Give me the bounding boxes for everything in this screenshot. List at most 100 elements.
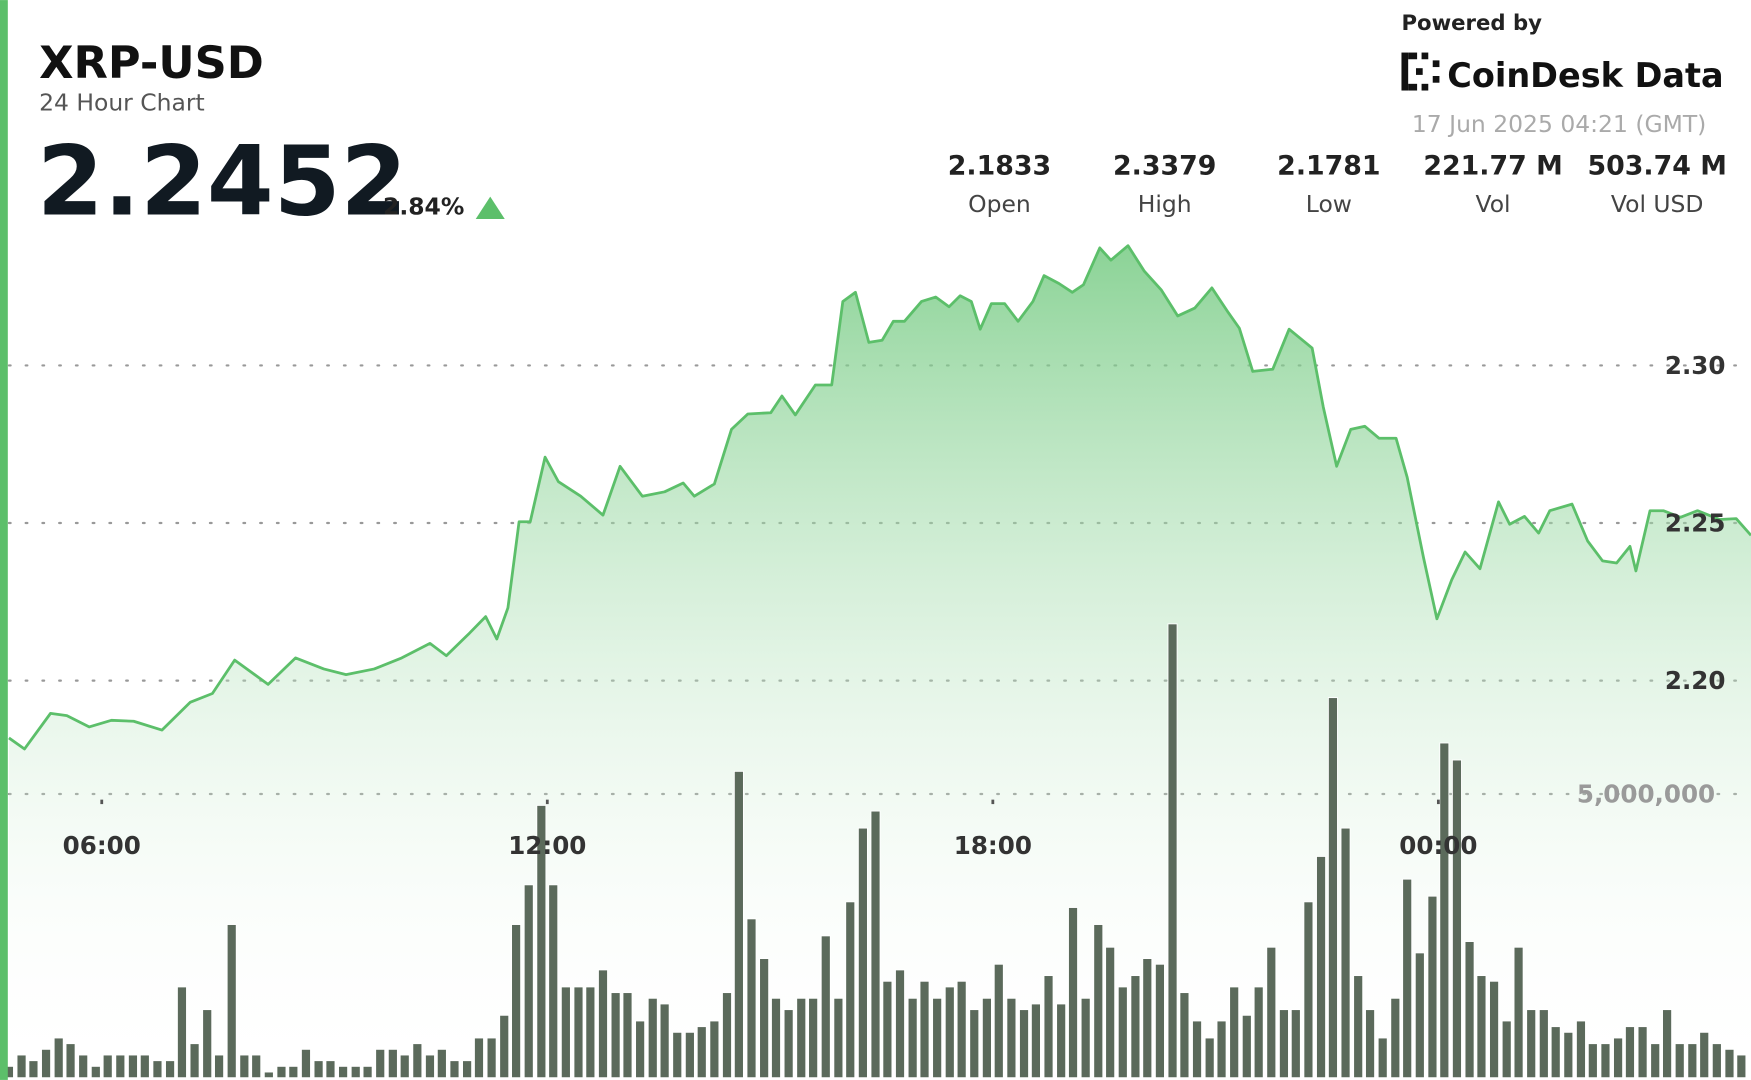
x-tick-label: 06:00	[63, 831, 141, 860]
volume-bar	[722, 992, 732, 1079]
x-tick-label: 00:00	[1399, 831, 1477, 860]
symbol: XRP-USD	[39, 37, 264, 89]
volume-bar	[1513, 946, 1524, 1079]
stat-value: 221.77 M	[1423, 150, 1562, 181]
volume-bar	[573, 986, 584, 1079]
volume-bar	[857, 827, 868, 1079]
volume-bar	[1056, 1003, 1067, 1079]
volume-bar	[499, 1014, 510, 1079]
volume-bar	[251, 1054, 262, 1079]
volume-bar	[1229, 986, 1240, 1079]
volume-bar	[511, 924, 522, 1079]
volume-bar	[102, 1054, 113, 1079]
volume-bar	[1117, 986, 1128, 1079]
accent-bar	[0, 0, 8, 1080]
volume-bar	[28, 1060, 39, 1079]
volume-bar	[78, 1054, 89, 1079]
y-tick-label: 2.25	[1665, 509, 1726, 538]
stat-label: Low	[1306, 190, 1352, 218]
logo-icon	[1401, 52, 1440, 91]
volume-bar	[635, 1020, 646, 1079]
volume-bar	[895, 969, 906, 1079]
volume-bar	[610, 992, 621, 1079]
volume-bar	[189, 1043, 200, 1079]
volume-bar	[1327, 697, 1338, 1079]
change: 2.84%	[383, 192, 464, 220]
volume-bar	[659, 1003, 670, 1079]
volume-bar	[338, 1065, 349, 1079]
y-tick-label: 2.20	[1665, 666, 1726, 695]
volume-bar	[1253, 986, 1264, 1079]
volume-bar	[1575, 1020, 1586, 1079]
volume-bar	[820, 935, 831, 1079]
volume-bar	[53, 1037, 64, 1079]
volume-bar	[882, 980, 893, 1079]
volume-bar	[1550, 1026, 1561, 1079]
price: 2.2452	[37, 125, 408, 237]
volume-bar	[127, 1054, 138, 1079]
volume-bar	[1019, 1009, 1030, 1079]
volume-bar	[263, 1071, 274, 1079]
x-tick-label: 12:00	[508, 831, 586, 860]
volume-bar	[473, 1037, 484, 1079]
volume-bar	[1600, 1043, 1611, 1079]
plot: 2.20 2.25 2.30 5,000,000 06:00 12:00 18:00 00:0…	[3, 244, 1751, 1079]
stat-value: 2.3379	[1113, 150, 1216, 181]
volume-bar	[1711, 1043, 1722, 1079]
volume-bar	[176, 986, 187, 1079]
volume-bar	[672, 1031, 683, 1079]
volume-bar	[362, 1065, 373, 1079]
stat-label: High	[1138, 190, 1192, 218]
volume-bar	[115, 1054, 126, 1079]
volume-bar	[300, 1048, 311, 1079]
volume-bar	[969, 1009, 980, 1079]
volume-bar	[399, 1054, 410, 1079]
volume-bar	[1130, 975, 1141, 1079]
volume-bar	[1699, 1031, 1710, 1079]
volume-bar	[41, 1048, 52, 1079]
volume-bar	[771, 997, 781, 1079]
volume-bar	[993, 963, 1004, 1079]
volume-bar	[944, 986, 955, 1079]
volume-bar	[1167, 623, 1178, 1079]
volume-bar	[956, 980, 967, 1079]
volume-bar	[808, 997, 819, 1079]
volume-bar	[449, 1060, 460, 1079]
volume-bar	[462, 1060, 473, 1079]
volume-bar	[1489, 980, 1500, 1079]
volume-bar	[226, 924, 237, 1079]
volume-bar	[1216, 1020, 1227, 1079]
volume-bar	[1006, 997, 1017, 1079]
volume-bar	[1464, 941, 1475, 1079]
volume-bar	[1390, 997, 1401, 1079]
subtitle: 24 Hour Chart	[39, 89, 205, 117]
volume-bar	[1365, 1009, 1376, 1079]
volume-bar	[1724, 1048, 1735, 1079]
volume-bar	[1736, 1054, 1747, 1079]
volume-bar	[560, 986, 571, 1079]
volume-bar	[1687, 1043, 1698, 1079]
y-tick-label: 2.30	[1665, 351, 1726, 380]
volume-bar	[907, 997, 918, 1079]
volume-bar	[696, 1026, 707, 1079]
volume-bar	[1674, 1043, 1685, 1079]
volume-bar	[585, 986, 596, 1079]
volume-bar	[1179, 992, 1190, 1079]
volume-bar	[684, 1031, 695, 1079]
price-line	[8, 244, 1751, 751]
volume-bar	[759, 958, 770, 1079]
volume-bar	[214, 1054, 225, 1079]
volume-bar	[1030, 1003, 1041, 1079]
volume-bar	[90, 1065, 101, 1079]
volume-bar	[412, 1043, 423, 1079]
volume-bar	[1068, 907, 1079, 1079]
volume-bar	[1563, 1031, 1574, 1079]
volume-bar	[1142, 958, 1153, 1079]
volume-bar	[16, 1054, 27, 1079]
volume-bar	[523, 884, 534, 1079]
volume-bar	[746, 918, 757, 1079]
volume-bar	[139, 1054, 150, 1079]
volume-bar	[919, 980, 930, 1079]
